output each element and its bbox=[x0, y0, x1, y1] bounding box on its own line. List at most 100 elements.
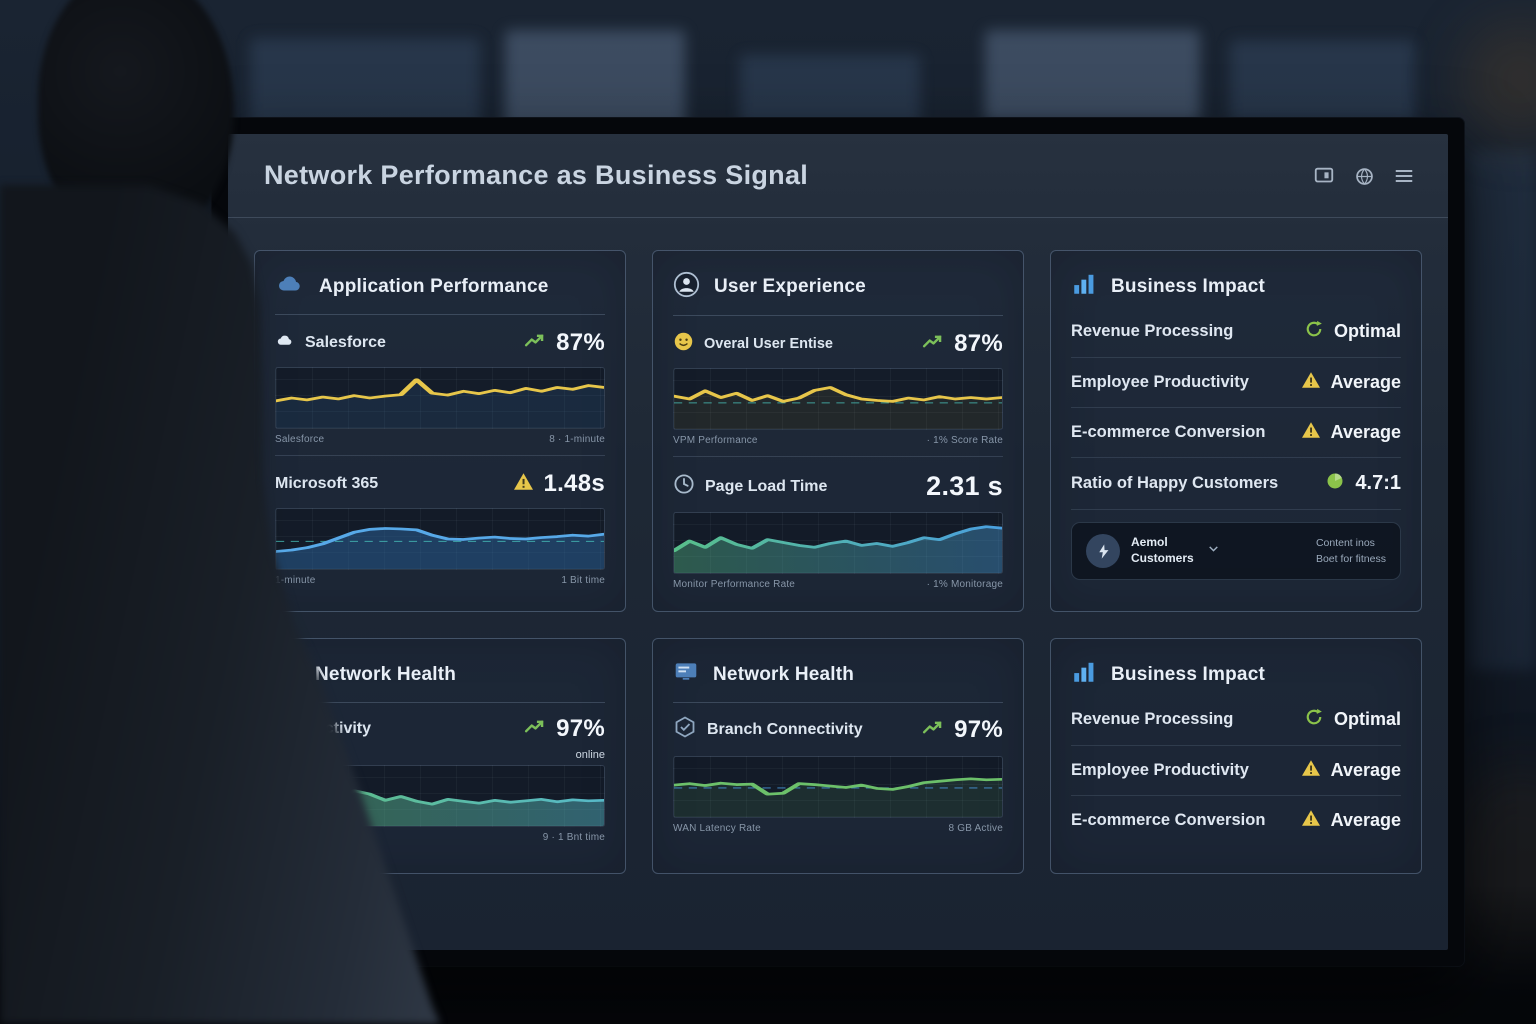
caption-left: VPM Performance bbox=[673, 435, 758, 446]
caption-right: · 1% Score Rate bbox=[926, 435, 1003, 446]
metric-salesforce: Salesforce 87% bbox=[275, 329, 605, 357]
caption-right: 8 GB Active bbox=[948, 823, 1003, 834]
impact-label: Employee Productivity bbox=[1071, 761, 1249, 779]
background-screen bbox=[1470, 150, 1536, 670]
caption-right: · 1% Monitorage bbox=[926, 579, 1003, 590]
chart-caption: 1-minute 1 Bit time bbox=[275, 575, 605, 586]
metric-label: Microsoft 365 bbox=[275, 475, 378, 493]
dashboard-header: Network Performance as Business Signal bbox=[228, 134, 1448, 218]
panel-label: Aemol Customers bbox=[1131, 535, 1194, 566]
connectivity-sparkline bbox=[275, 765, 605, 827]
metric-name: Overal User Entise bbox=[704, 336, 833, 352]
metric-page-load: Page Load Time 2.31 s bbox=[673, 471, 1003, 502]
hex-check-icon bbox=[673, 715, 697, 744]
card-header: User Experience bbox=[673, 263, 1003, 316]
impact-value: Average bbox=[1330, 422, 1401, 442]
warning-icon bbox=[513, 472, 534, 496]
impact-value: Optimal bbox=[1333, 321, 1401, 341]
background-screen bbox=[740, 55, 920, 127]
impact-row-conversion: E-commerce Conversion Average bbox=[1071, 796, 1401, 845]
display-icon[interactable] bbox=[1312, 164, 1336, 188]
user-circle-icon bbox=[673, 271, 700, 303]
metric-value: 87% bbox=[954, 330, 1003, 357]
impact-row-revenue: Revenue Processing Optimal bbox=[1071, 306, 1401, 358]
card-grid: Application Performance Salesforce 87% bbox=[254, 250, 1422, 926]
pie-icon bbox=[1325, 471, 1345, 496]
impact-row-revenue: Revenue Processing Optimal bbox=[1071, 694, 1401, 746]
menu-icon[interactable] bbox=[1392, 164, 1416, 188]
caption-left: Salesforce bbox=[275, 434, 325, 445]
card-header: Network Health bbox=[275, 651, 605, 703]
metric-user-score: Overal User Entise 87% bbox=[673, 330, 1003, 358]
metric-name: Page Load Time bbox=[705, 477, 828, 495]
metric-label: Branch Connectivity bbox=[673, 715, 863, 744]
impact-value: Average bbox=[1330, 372, 1401, 392]
caption-left: Monitor Performance Rate bbox=[673, 579, 796, 590]
panel-desc-line2: Boet for fitness bbox=[1315, 553, 1386, 565]
warning-icon bbox=[1301, 421, 1321, 444]
background-screen bbox=[505, 30, 685, 130]
impact-label: Employee Productivity bbox=[1071, 373, 1249, 391]
salesforce-sparkline bbox=[275, 367, 605, 429]
online-status: online bbox=[575, 749, 605, 761]
optimal-icon bbox=[1304, 707, 1324, 732]
background-screen bbox=[250, 38, 480, 130]
chart-caption: Salesforce 8 · 1-minute bbox=[275, 434, 605, 445]
card-header: Business Impact bbox=[1071, 263, 1401, 306]
trend-up-icon bbox=[524, 333, 547, 353]
caption-left: WAN Latency Rate bbox=[673, 823, 761, 834]
card-header: Business Impact bbox=[1071, 651, 1401, 694]
impact-value: 4.7:1 bbox=[1355, 472, 1401, 494]
dashboard-title: Network Performance as Business Signal bbox=[264, 160, 809, 190]
caption-right: 8 · 1-minute bbox=[549, 434, 605, 445]
metric-value: 97% bbox=[954, 715, 1003, 743]
background-screen bbox=[985, 30, 1200, 122]
card-title: Network Health bbox=[713, 663, 855, 685]
metric-label: Overal User Entise bbox=[673, 331, 833, 357]
metric-label: Page Load Time bbox=[673, 473, 827, 500]
impact-value: Average bbox=[1330, 760, 1401, 780]
card-header: Network Health bbox=[673, 651, 1003, 703]
card-title: Application Performance bbox=[319, 275, 549, 297]
smiley-icon bbox=[673, 331, 694, 357]
impact-value: Optimal bbox=[1333, 709, 1401, 729]
impact-label: E-commerce Conversion bbox=[1071, 811, 1266, 829]
bolt-icon bbox=[1086, 534, 1120, 568]
impact-label: Revenue Processing bbox=[1071, 322, 1234, 340]
trend-up-icon bbox=[922, 334, 945, 354]
dashboard-screen: Network Performance as Business Signal bbox=[228, 134, 1448, 950]
trend-up-icon bbox=[922, 720, 945, 740]
impact-value: Average bbox=[1330, 810, 1401, 830]
metric-label: Salesforce bbox=[275, 332, 386, 354]
trend-up-icon bbox=[524, 719, 547, 739]
chart-caption: 9 · 1 Bnt time bbox=[275, 832, 605, 843]
globe-icon[interactable] bbox=[1352, 164, 1376, 188]
customers-dropdown-panel[interactable]: Aemol Customers Content inos Boet for fi… bbox=[1071, 522, 1401, 580]
user-experience-sparkline bbox=[673, 368, 1003, 430]
bar-chart-icon bbox=[1071, 271, 1097, 302]
panel-desc-line1: Content inos bbox=[1315, 536, 1375, 549]
impact-label: Revenue Processing bbox=[1071, 710, 1234, 728]
chevron-down-icon[interactable] bbox=[1207, 542, 1220, 560]
impact-row-productivity: Employee Productivity Average bbox=[1071, 358, 1401, 408]
card-title: Business Impact bbox=[1111, 275, 1265, 297]
card-title: Business Impact bbox=[1111, 663, 1265, 685]
card-network-health-left: Network Health Connectivity 97% online bbox=[254, 638, 626, 874]
caption-right: 9 · 1 Bnt time bbox=[542, 832, 605, 843]
metric-name: Microsoft 365 bbox=[275, 475, 379, 492]
card-header: Application Performance bbox=[275, 263, 605, 315]
metric-branch-connectivity: Branch Connectivity 97% bbox=[673, 715, 1003, 744]
header-toolbar bbox=[1312, 164, 1416, 188]
impact-label: Ratio of Happy Customers bbox=[1071, 474, 1279, 492]
chart-caption: WAN Latency Rate 8 GB Active bbox=[673, 823, 1003, 834]
optimal-icon bbox=[1304, 319, 1324, 344]
panel-description: Content inos Boet for fitness bbox=[1316, 535, 1386, 568]
card-user-experience: User Experience Overal User Entise 87% bbox=[652, 250, 1024, 612]
metric-value: 1.48s bbox=[543, 470, 605, 497]
warning-icon bbox=[1301, 809, 1321, 832]
chart-caption: VPM Performance · 1% Score Rate bbox=[673, 435, 1003, 446]
metric-name: Salesforce bbox=[305, 334, 386, 351]
chart-caption: Monitor Performance Rate · 1% Monitorage bbox=[673, 579, 1003, 590]
cloud-icon bbox=[275, 271, 305, 302]
clock-icon bbox=[673, 473, 695, 500]
